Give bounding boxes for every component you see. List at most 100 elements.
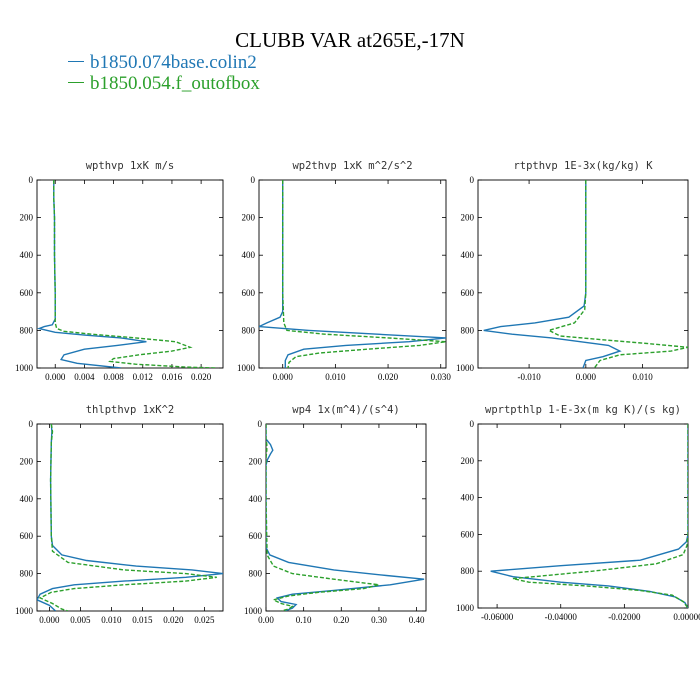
y-tick-label: 0 bbox=[29, 175, 34, 185]
y-tick-label: 1000 bbox=[456, 363, 475, 373]
y-tick-label: 400 bbox=[461, 493, 475, 503]
x-tick-label: 0.010 bbox=[632, 372, 653, 382]
x-tick-label: 0.30 bbox=[371, 615, 387, 625]
series-line-colin2 bbox=[37, 424, 223, 611]
y-tick-label: 200 bbox=[461, 456, 475, 466]
y-tick-label: 400 bbox=[249, 494, 263, 504]
y-tick-label: 200 bbox=[461, 213, 475, 223]
legend-swatch-outofbox bbox=[68, 82, 84, 84]
y-tick-label: 0 bbox=[251, 175, 256, 185]
x-tick-label: 0.000 bbox=[45, 372, 66, 382]
y-tick-label: 600 bbox=[249, 531, 263, 541]
subplot-title: wpthvp 1xK m/s bbox=[86, 160, 175, 172]
y-tick-label: 800 bbox=[461, 325, 475, 335]
series-line-outofbox bbox=[512, 424, 688, 608]
x-tick-label: 0.00 bbox=[258, 615, 274, 625]
figure-title: CLUBB VAR at265E,-17N bbox=[235, 28, 465, 52]
y-tick-label: 400 bbox=[20, 494, 34, 504]
x-tick-label: 0.030 bbox=[431, 372, 452, 382]
y-tick-label: 600 bbox=[461, 288, 475, 298]
legend-label-colin2: b1850.074base.colin2 bbox=[90, 52, 257, 73]
y-tick-label: 200 bbox=[249, 456, 263, 466]
subplot-title: thlpthvp 1xK^2 bbox=[86, 404, 175, 416]
x-tick-label: 0.10 bbox=[296, 615, 312, 625]
legend-swatch-colin2 bbox=[68, 61, 84, 63]
y-tick-label: 1000 bbox=[237, 363, 256, 373]
x-tick-label: 0.020 bbox=[378, 372, 399, 382]
y-tick-label: 800 bbox=[249, 569, 263, 579]
legend-entry-outofbox: b1850.054.f_outofbox bbox=[68, 73, 260, 95]
y-tick-label: 600 bbox=[461, 529, 475, 539]
x-tick-label: 0.025 bbox=[194, 615, 215, 625]
series-line-outofbox bbox=[266, 424, 380, 611]
y-tick-label: 0 bbox=[29, 419, 34, 429]
x-tick-label: 0.012 bbox=[133, 372, 153, 382]
y-tick-label: 600 bbox=[20, 288, 34, 298]
y-tick-label: 200 bbox=[20, 213, 34, 223]
y-tick-label: 1000 bbox=[15, 363, 34, 373]
series-line-colin2 bbox=[483, 180, 622, 368]
subplot-title: wprtpthlp 1-E-3x(m kg K)/(s kg) bbox=[485, 404, 681, 416]
x-tick-label: -0.04000 bbox=[545, 612, 578, 622]
y-tick-label: 800 bbox=[461, 566, 475, 576]
series-line-outofbox bbox=[282, 180, 446, 368]
subplot-frame bbox=[477, 423, 689, 609]
x-tick-label: 0.005 bbox=[70, 615, 91, 625]
subplot-title: rtpthvp 1E-3x(kg/kg) K bbox=[513, 160, 653, 172]
subplot-2: wp2thvp 1xK m^2/s^2 0 200 400 600 800 1000 0.00… bbox=[237, 160, 451, 382]
x-tick-label: 0.004 bbox=[74, 372, 95, 382]
x-tick-label: 0.015 bbox=[132, 615, 153, 625]
x-tick-label: 0.000 bbox=[576, 372, 597, 382]
y-tick-label: 1000 bbox=[456, 603, 475, 613]
y-tick-label: 0 bbox=[470, 175, 475, 185]
series-line-outofbox bbox=[53, 180, 216, 368]
y-tick-label: 1000 bbox=[244, 606, 263, 616]
x-tick-label: 0.008 bbox=[103, 372, 124, 382]
subplot-frame bbox=[477, 179, 689, 369]
series-line-outofbox bbox=[546, 180, 688, 368]
y-tick-label: 400 bbox=[242, 250, 256, 260]
y-tick-label: 800 bbox=[20, 569, 34, 579]
figure-header: CLUBB VAR at265E,-17N b1850.074base.coli… bbox=[0, 0, 700, 100]
x-tick-label: 0.40 bbox=[409, 615, 425, 625]
y-tick-label: 0 bbox=[470, 419, 475, 429]
subplot-4: thlpthvp 1xK^2 0 200 400 600 800 1000 0.000 0.00… bbox=[15, 404, 224, 625]
y-tick-label: 800 bbox=[20, 325, 34, 335]
series-line-colin2 bbox=[37, 180, 147, 368]
y-tick-label: 400 bbox=[461, 250, 475, 260]
y-tick-label: 200 bbox=[242, 213, 256, 223]
y-tick-label: 800 bbox=[242, 325, 256, 335]
subplot-frame bbox=[36, 179, 224, 369]
series-line-outofbox bbox=[38, 424, 217, 611]
subplot-title: wp2thvp 1xK m^2/s^2 bbox=[292, 160, 412, 172]
legend-label-outofbox: b1850.054.f_outofbox bbox=[90, 73, 260, 94]
y-tick-label: 200 bbox=[20, 456, 34, 466]
x-tick-label: 0.010 bbox=[101, 615, 122, 625]
series-line-colin2 bbox=[490, 424, 688, 608]
y-tick-label: 600 bbox=[242, 288, 256, 298]
x-tick-label: -0.02000 bbox=[608, 612, 641, 622]
x-tick-label: -0.010 bbox=[517, 372, 541, 382]
x-tick-label: 0.00000 bbox=[673, 612, 700, 622]
x-tick-label: 0.000 bbox=[39, 615, 60, 625]
x-tick-label: 0.000 bbox=[273, 372, 294, 382]
subplot-3: rtpthvp 1E-3x(kg/kg) K 0 200 400 600 800 1000 -… bbox=[456, 160, 689, 382]
x-tick-label: 0.020 bbox=[163, 615, 184, 625]
legend-entry-colin2: b1850.074base.colin2 bbox=[68, 52, 257, 74]
y-tick-label: 0 bbox=[258, 419, 263, 429]
y-tick-label: 600 bbox=[20, 531, 34, 541]
x-tick-label: -0.06000 bbox=[481, 612, 514, 622]
series-line-colin2 bbox=[259, 180, 446, 368]
x-tick-label: 0.010 bbox=[325, 372, 346, 382]
subplot-title: wp4 1x(m^4)/(s^4) bbox=[292, 404, 399, 416]
x-tick-label: 0.20 bbox=[333, 615, 349, 625]
series-line-colin2 bbox=[266, 424, 425, 611]
y-tick-label: 400 bbox=[20, 250, 34, 260]
x-tick-label: 0.016 bbox=[162, 372, 183, 382]
subplot-6: wprtpthlp 1-E-3x(m kg K)/(s kg) 0 200 400 60… bbox=[456, 404, 700, 622]
subplot-frame bbox=[258, 179, 447, 369]
x-tick-label: 0.020 bbox=[191, 372, 212, 382]
y-tick-label: 1000 bbox=[15, 606, 34, 616]
